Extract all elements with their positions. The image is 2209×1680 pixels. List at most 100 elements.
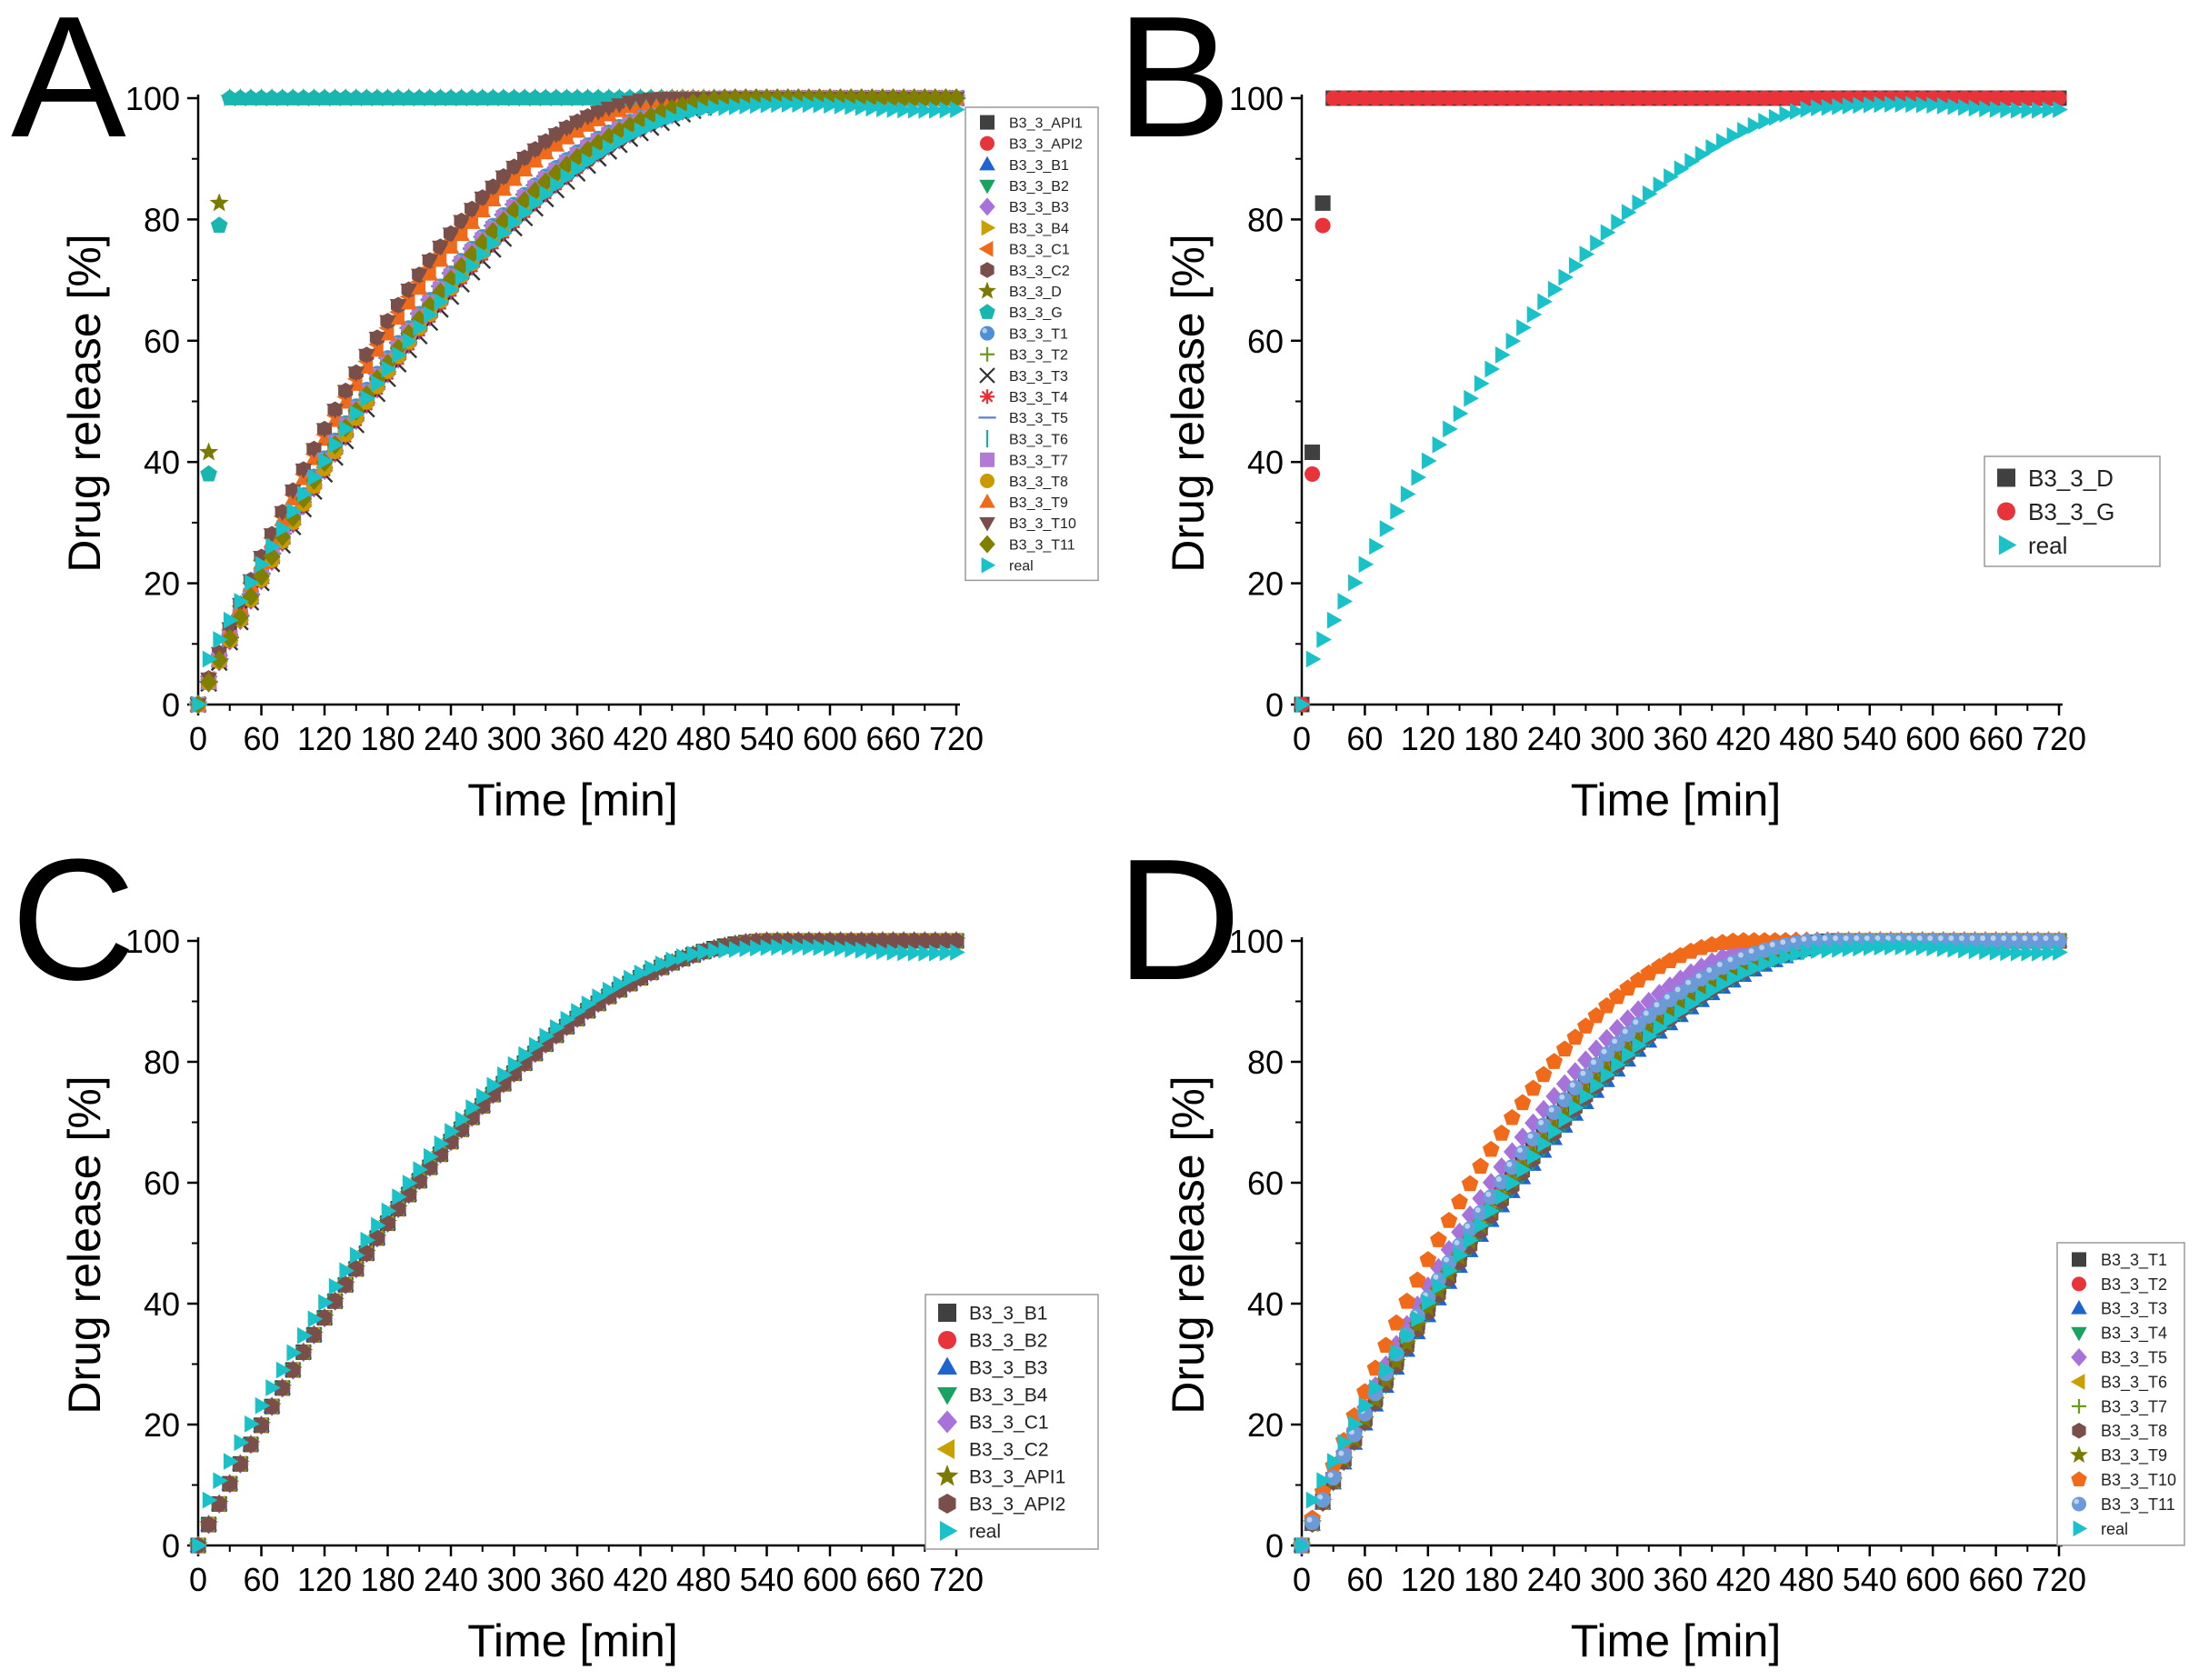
data-point [202, 650, 218, 668]
data-point [929, 101, 945, 119]
data-point [442, 238, 460, 255]
data-point [834, 940, 850, 957]
x-tick-label: 120 [1401, 720, 1455, 757]
legend-entry: B3_3_T10 [2101, 1471, 2176, 1490]
series-B3_3_C2 [190, 89, 965, 714]
data-point [1611, 1055, 1626, 1074]
data-point [1723, 962, 1743, 981]
x-tick-label: 600 [803, 720, 857, 757]
data-point [1734, 956, 1754, 975]
data-point [950, 944, 965, 961]
data-point [234, 593, 250, 610]
data-point [223, 611, 239, 629]
data-point [1607, 1048, 1627, 1067]
x-tick-label: 180 [1464, 1561, 1518, 1598]
data-point [265, 537, 281, 555]
y-axis-title: Drug release [%] [59, 234, 110, 572]
data-point [874, 88, 892, 108]
legend-marker [2071, 1471, 2087, 1486]
data-point [424, 1147, 439, 1165]
data-point [348, 1260, 364, 1278]
data-point [421, 254, 439, 270]
data-point [1926, 96, 1942, 115]
x-tick-label: 720 [2032, 720, 2086, 757]
data-point [327, 1292, 343, 1310]
data-point [1432, 1277, 1448, 1295]
data-point [1811, 99, 1826, 117]
data-point [1304, 445, 1321, 461]
series-B3_3_T3 [189, 89, 965, 714]
data-point [1474, 375, 1490, 393]
data-point [865, 942, 882, 960]
data-point [1295, 1536, 1311, 1555]
chart-panel-d: 0 60 120 180 240 300 360 420 480 540 600 660 720 0 20 4… [1116, 824, 2185, 1666]
legend-entry: B3_3_T2 [1009, 348, 1068, 364]
data-point [349, 1246, 365, 1265]
legend-entry: B3_3_T9 [2101, 1446, 2167, 1465]
data-point [845, 940, 860, 958]
data-point [528, 1036, 545, 1055]
legend-entry: B3_3_C2 [969, 1440, 1049, 1461]
y-axis-title: Drug release [%] [1163, 234, 1214, 572]
data-point [265, 1379, 281, 1396]
data-point [550, 1018, 565, 1036]
data-point [1621, 204, 1637, 222]
data-point [1390, 502, 1405, 520]
data-point [1398, 1292, 1415, 1309]
data-point [380, 1215, 395, 1232]
data-point [434, 1135, 450, 1153]
x-tick-label: 0 [1293, 1561, 1311, 1598]
chart-panel-a: 0 60 120 180 240 300 360 420 480 540 600 660 720 0 20 4… [11, 0, 1099, 825]
legend-entry: B3_3_T1 [1009, 326, 1068, 342]
data-point [1737, 122, 1753, 139]
x-tick-label: 60 [1346, 720, 1383, 757]
data-point [792, 938, 808, 956]
data-point [1915, 938, 1932, 956]
legend-entry: B3_3_T11 [1009, 537, 1075, 553]
data-point [655, 113, 671, 130]
data-point [1642, 1027, 1658, 1045]
x-tick-label: 180 [360, 1561, 415, 1598]
series-real [192, 95, 965, 714]
data-point [442, 227, 460, 243]
data-point [1651, 984, 1668, 1004]
x-axis-title: Time [min] [467, 1615, 678, 1666]
data-point [613, 133, 629, 150]
data-point [886, 101, 903, 118]
data-point [686, 945, 703, 963]
data-point [445, 1123, 460, 1140]
legend-marker [980, 325, 995, 341]
data-point [213, 631, 228, 648]
legend-marker [937, 1356, 957, 1375]
data-point [718, 941, 734, 959]
data-point [1628, 1029, 1648, 1048]
data-point [2042, 101, 2058, 119]
x-axis-title: Time [min] [1571, 775, 1782, 825]
series-B3_3_T10 [189, 92, 965, 714]
series-B3_3_T1 [1294, 933, 2067, 1554]
legend-marker [937, 1410, 957, 1434]
series-B3_3_T11 [1294, 933, 2067, 1554]
x-tick-label: 660 [1969, 720, 2024, 757]
series-B3_3_D [188, 87, 966, 713]
data-point [275, 1379, 290, 1397]
data-point [1369, 537, 1384, 555]
data-point [613, 975, 629, 993]
data-point [1387, 1335, 1405, 1355]
data-point [254, 1416, 269, 1435]
data-point [1326, 611, 1343, 629]
data-point [328, 435, 345, 454]
data-point [369, 1229, 385, 1247]
legend-entry: B3_3_B2 [1009, 179, 1069, 195]
data-point [200, 465, 217, 482]
data-point [1369, 1379, 1384, 1396]
data-point [1575, 1081, 1595, 1100]
data-point [1314, 195, 1331, 211]
series-B3_3_G [189, 89, 965, 712]
legend-marker [1999, 535, 2017, 555]
data-point [1747, 959, 1764, 977]
data-point [1664, 168, 1679, 185]
data-point [381, 1202, 397, 1220]
data-point [1853, 939, 1868, 957]
data-point [1379, 520, 1395, 537]
